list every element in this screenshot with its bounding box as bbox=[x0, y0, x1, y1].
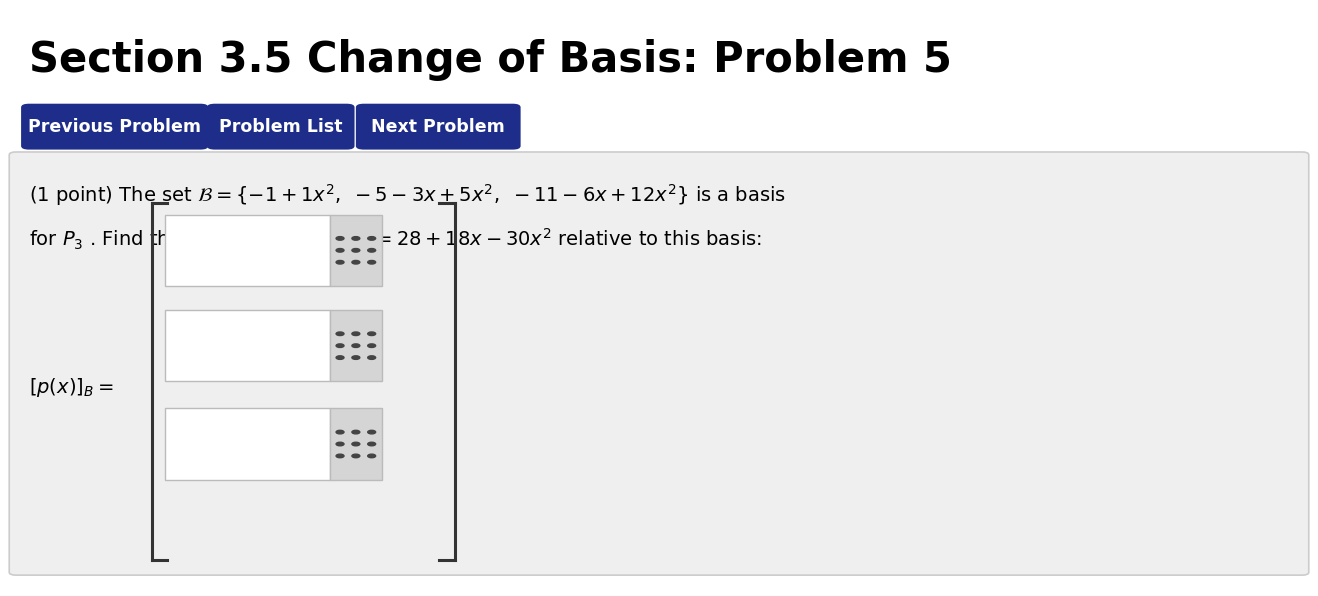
FancyBboxPatch shape bbox=[356, 104, 521, 150]
Bar bbox=[165, 408, 330, 480]
Circle shape bbox=[336, 237, 344, 240]
Text: Problem List: Problem List bbox=[219, 117, 343, 136]
Text: (1 point) The set $\mathcal{B} = \{-1 + 1x^2, \ -5 - 3x + 5x^2, \ -11 - 6x + 12x: (1 point) The set $\mathcal{B} = \{-1 + … bbox=[29, 182, 786, 207]
Circle shape bbox=[336, 260, 344, 264]
Circle shape bbox=[352, 442, 360, 446]
Circle shape bbox=[352, 356, 360, 359]
FancyBboxPatch shape bbox=[9, 152, 1309, 575]
Circle shape bbox=[368, 260, 376, 264]
Circle shape bbox=[336, 442, 344, 446]
FancyBboxPatch shape bbox=[207, 104, 355, 150]
Circle shape bbox=[352, 332, 360, 336]
Circle shape bbox=[336, 344, 344, 347]
Circle shape bbox=[368, 249, 376, 252]
Circle shape bbox=[352, 454, 360, 458]
Bar bbox=[330, 408, 382, 480]
Circle shape bbox=[368, 356, 376, 359]
Circle shape bbox=[352, 430, 360, 434]
Bar bbox=[165, 310, 330, 381]
Text: Next Problem: Next Problem bbox=[372, 117, 505, 136]
Text: Previous Problem: Previous Problem bbox=[28, 117, 202, 136]
Circle shape bbox=[336, 454, 344, 458]
Text: Section 3.5 Change of Basis: Problem 5: Section 3.5 Change of Basis: Problem 5 bbox=[29, 39, 952, 80]
Bar bbox=[330, 310, 382, 381]
Circle shape bbox=[352, 260, 360, 264]
Circle shape bbox=[368, 344, 376, 347]
Circle shape bbox=[368, 332, 376, 336]
Circle shape bbox=[368, 430, 376, 434]
FancyBboxPatch shape bbox=[21, 104, 208, 150]
Circle shape bbox=[352, 249, 360, 252]
Circle shape bbox=[336, 249, 344, 252]
Bar bbox=[330, 215, 382, 286]
Circle shape bbox=[336, 356, 344, 359]
Circle shape bbox=[352, 237, 360, 240]
Circle shape bbox=[336, 430, 344, 434]
Circle shape bbox=[336, 332, 344, 336]
Text: for $P_3$ . Find the coordinates of $p(x) = 28 + 18x - 30x^2$ relative to this b: for $P_3$ . Find the coordinates of $p(x… bbox=[29, 226, 762, 252]
Circle shape bbox=[368, 454, 376, 458]
Text: $[p(x)]_B =$: $[p(x)]_B =$ bbox=[29, 376, 113, 399]
Bar bbox=[165, 215, 330, 286]
Circle shape bbox=[368, 442, 376, 446]
Circle shape bbox=[368, 237, 376, 240]
Circle shape bbox=[352, 344, 360, 347]
